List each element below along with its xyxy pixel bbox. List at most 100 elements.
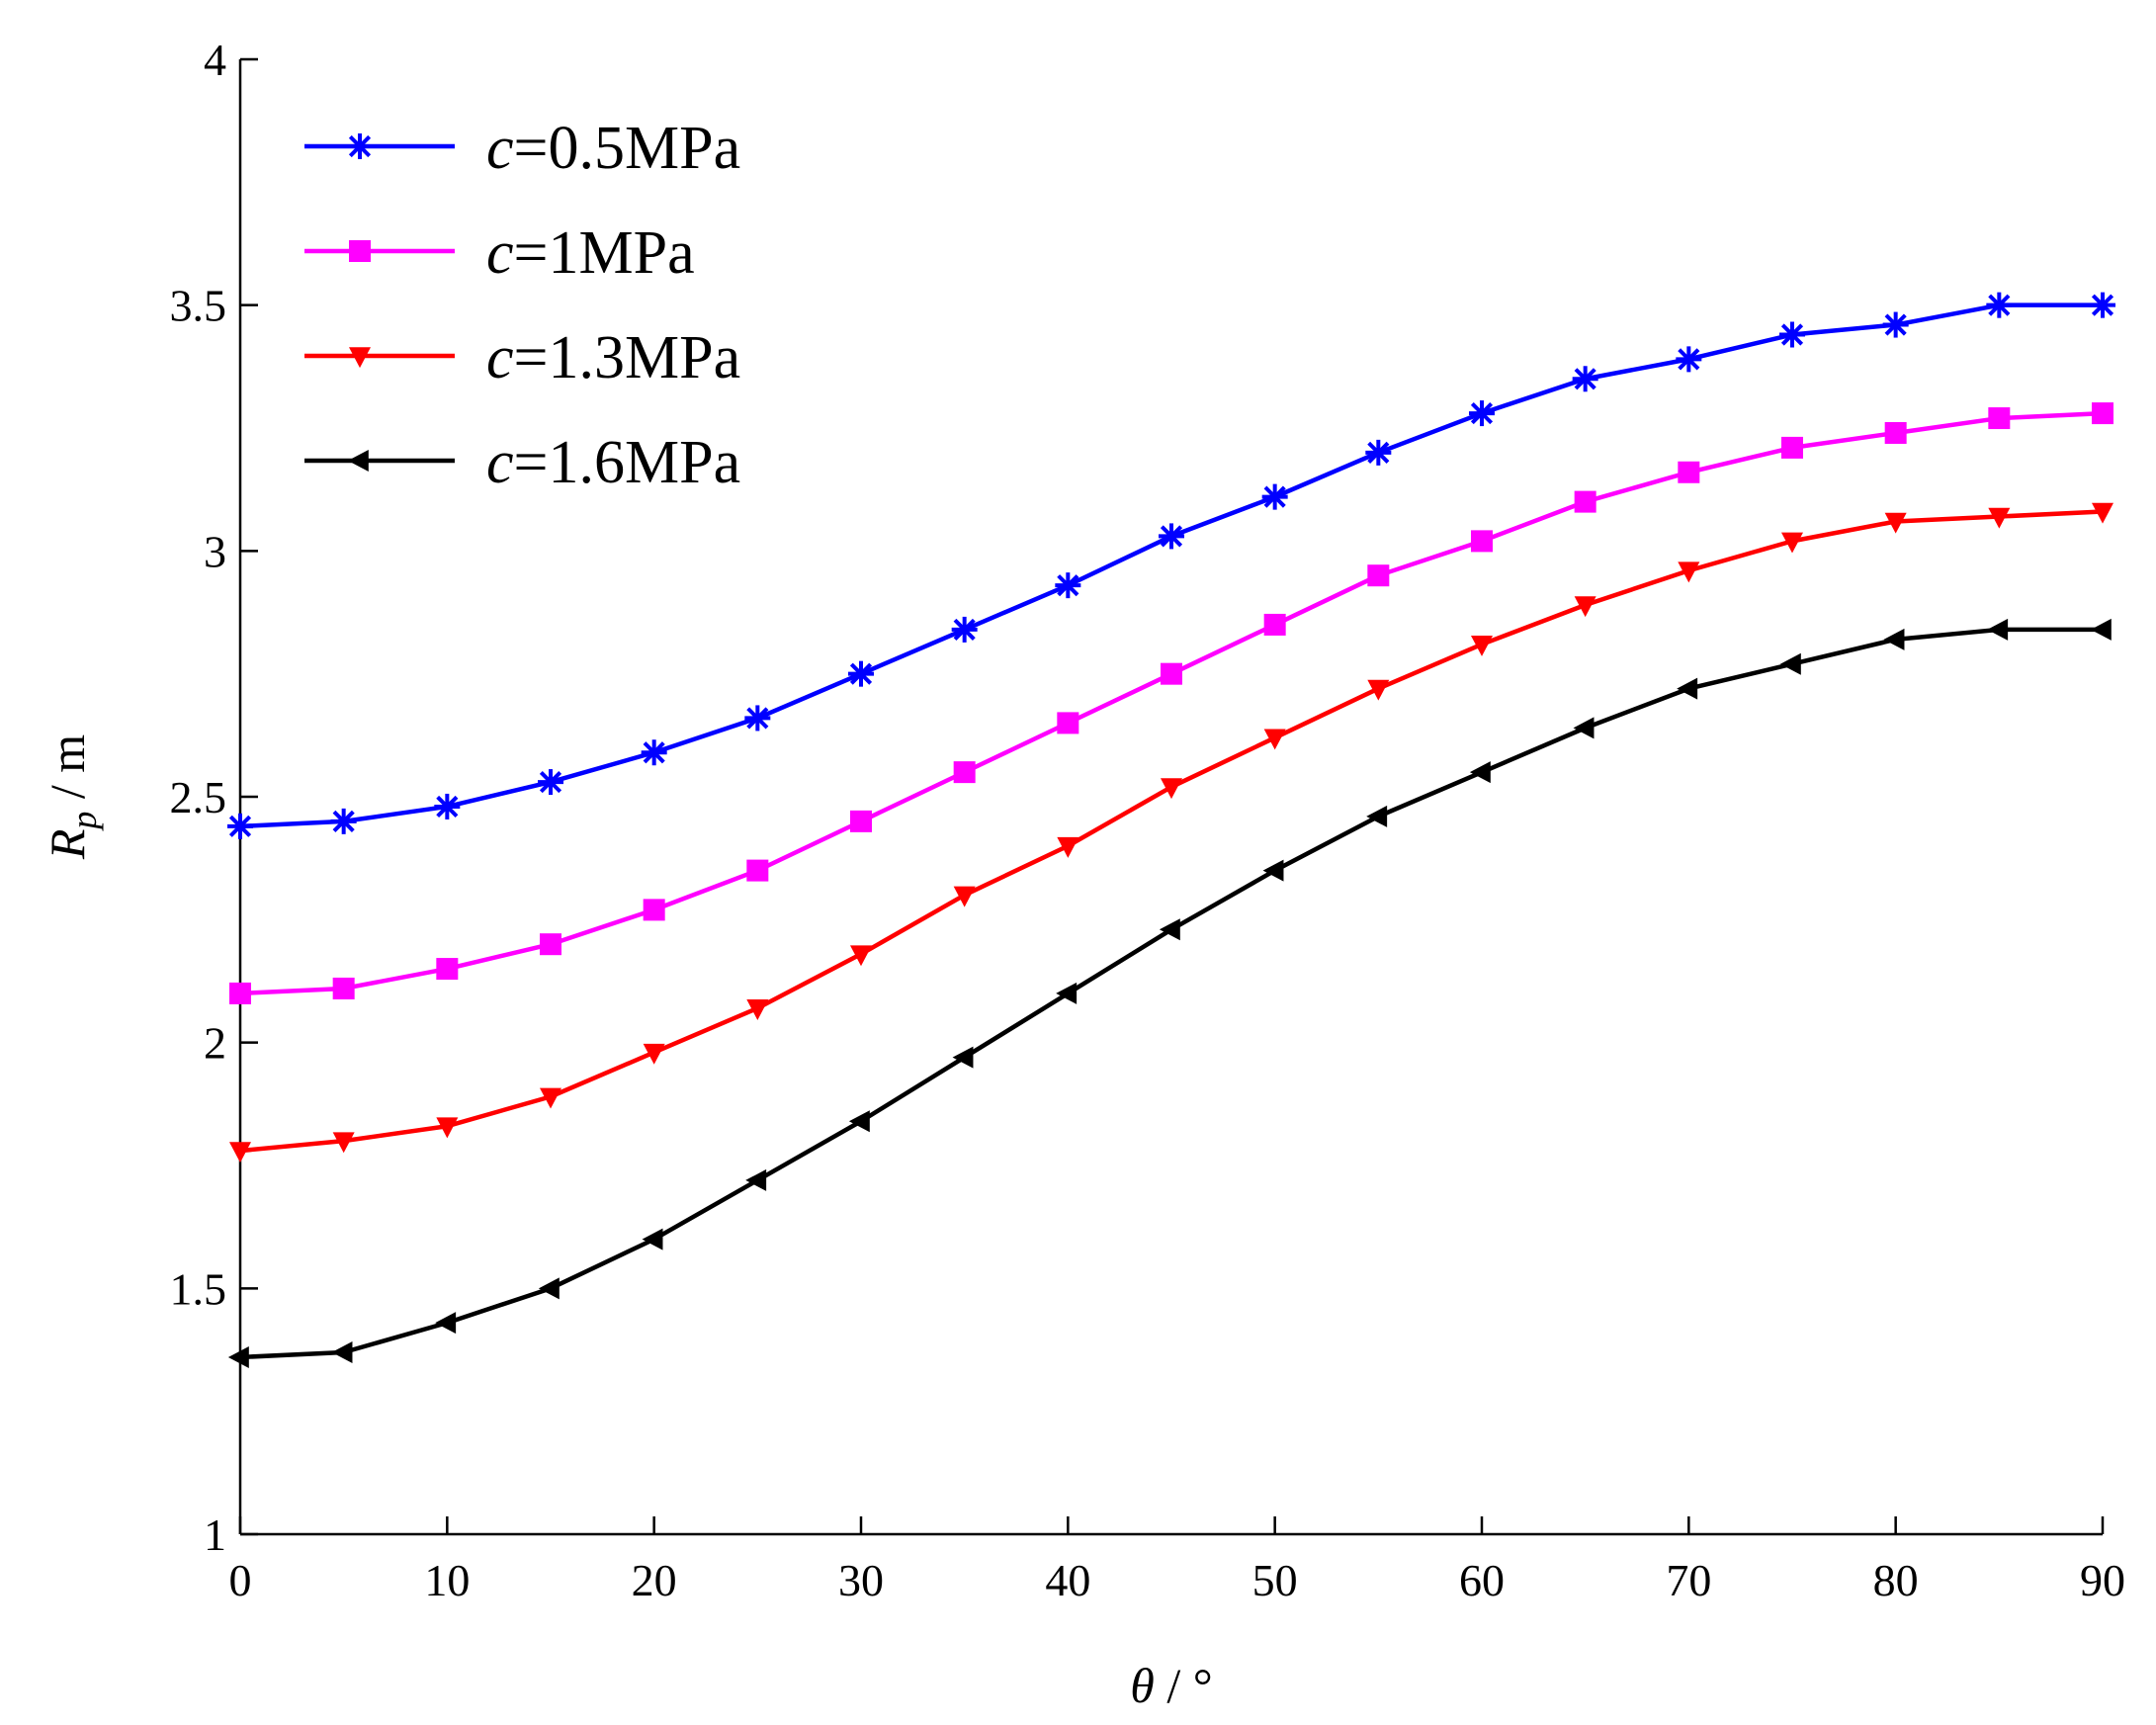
data-point (746, 999, 769, 1020)
data-point (227, 1345, 249, 1368)
data-point (1161, 778, 1182, 800)
data-point (1781, 436, 1803, 459)
data-point (1677, 677, 1698, 700)
data-point (1365, 439, 1392, 466)
data-point (1883, 628, 1905, 650)
legend-item: c=1.6MPa (304, 429, 740, 496)
data-point (951, 616, 978, 643)
data-point (1574, 596, 1596, 618)
y-tick-label: 1 (204, 1509, 226, 1560)
data-point (643, 1043, 665, 1065)
y-tick-label: 4 (204, 35, 226, 85)
data-point (540, 933, 561, 956)
data-point (1988, 507, 2011, 529)
data-point (1055, 572, 1081, 599)
x-tick-label: 40 (1045, 1555, 1090, 1605)
legend-label: c=1.6MPa (486, 429, 740, 496)
series-line (239, 509, 2104, 1154)
data-point (2092, 502, 2113, 524)
data-point (1884, 512, 1907, 534)
data-point (643, 899, 665, 921)
legend-item: c=0.5MPa (304, 115, 740, 182)
data-point (1366, 805, 1388, 827)
data-point (332, 1132, 355, 1154)
data-point (746, 859, 769, 882)
series-3 (229, 502, 2113, 1164)
data-point (1262, 859, 1284, 882)
legend-label: c=1MPa (486, 219, 695, 287)
data-point (1159, 523, 1184, 550)
data-point (2092, 402, 2113, 425)
data-point (1779, 321, 1805, 348)
data-point (953, 761, 976, 784)
data-point (641, 739, 667, 766)
y-axis-title: Rp / m (40, 734, 104, 860)
data-point (538, 1277, 560, 1300)
series-layer (227, 292, 2115, 1368)
data-point (332, 977, 355, 999)
data-point (1986, 292, 2013, 318)
y-tick-label: 3.5 (170, 281, 227, 331)
data-point (2090, 292, 2115, 318)
x-tick-label: 50 (1252, 1555, 1298, 1605)
legend-label: c=1.3MPa (486, 324, 740, 391)
data-point (229, 982, 251, 1004)
data-point (1573, 717, 1595, 739)
data-point (1572, 366, 1598, 392)
data-point (1882, 311, 1909, 338)
data-point (1988, 407, 2011, 430)
data-point (1987, 618, 2009, 641)
legend-marker (349, 347, 371, 369)
series-line (239, 410, 2104, 996)
legend-item: c=1.3MPa (304, 324, 740, 391)
x-tick-label: 10 (424, 1555, 470, 1605)
data-point (1471, 530, 1493, 553)
data-point (1056, 982, 1078, 1004)
series-2 (229, 402, 2113, 1004)
data-point (2090, 618, 2112, 641)
data-point (848, 660, 874, 687)
y-tick-label: 1.5 (170, 1263, 227, 1314)
data-point (850, 945, 872, 967)
data-point (1263, 613, 1286, 636)
data-point (1161, 662, 1182, 685)
data-point (1884, 421, 1907, 444)
data-point (227, 813, 253, 839)
data-point (330, 808, 357, 834)
legend-marker (349, 240, 371, 262)
data-point (952, 1046, 974, 1069)
y-tick-label: 2 (204, 1018, 226, 1069)
data-point (1676, 346, 1702, 373)
y-tick-label: 3 (204, 526, 226, 576)
data-point (1678, 561, 1700, 583)
data-point (1367, 564, 1390, 587)
legend-item: c=1MPa (304, 219, 695, 287)
data-point (1057, 836, 1079, 858)
series-4 (227, 618, 2112, 1368)
data-point (538, 769, 563, 796)
data-point (434, 793, 461, 819)
data-point (642, 1228, 663, 1251)
data-point (1779, 652, 1801, 675)
legend-label: c=0.5MPa (486, 115, 740, 182)
data-point (1469, 761, 1491, 784)
data-point (1367, 679, 1390, 701)
y-tick-label: 2.5 (170, 772, 227, 822)
data-point (848, 1110, 870, 1133)
data-point (436, 958, 459, 981)
series-line (239, 627, 2103, 1360)
data-point (1469, 400, 1495, 427)
legend-marker (347, 450, 369, 472)
data-point (1678, 461, 1700, 483)
data-point (744, 705, 771, 732)
x-tick-label: 70 (1666, 1555, 1711, 1605)
data-point (1261, 483, 1288, 510)
legend: c=0.5MPa c=1MPa c=1.3MPa c=1.6MPa (304, 115, 740, 496)
x-axis-title: θ / ° (1130, 1658, 1212, 1713)
legend-marker (347, 133, 373, 159)
data-point (1471, 636, 1493, 656)
axes: 0 10 20 30 40 50 60 70 80 90 1 1.5 2 2.5 3 3.5 4 θ / ° Rp … (40, 35, 2125, 1713)
data-point (229, 1142, 251, 1164)
x-tick-label: 90 (2080, 1555, 2125, 1605)
